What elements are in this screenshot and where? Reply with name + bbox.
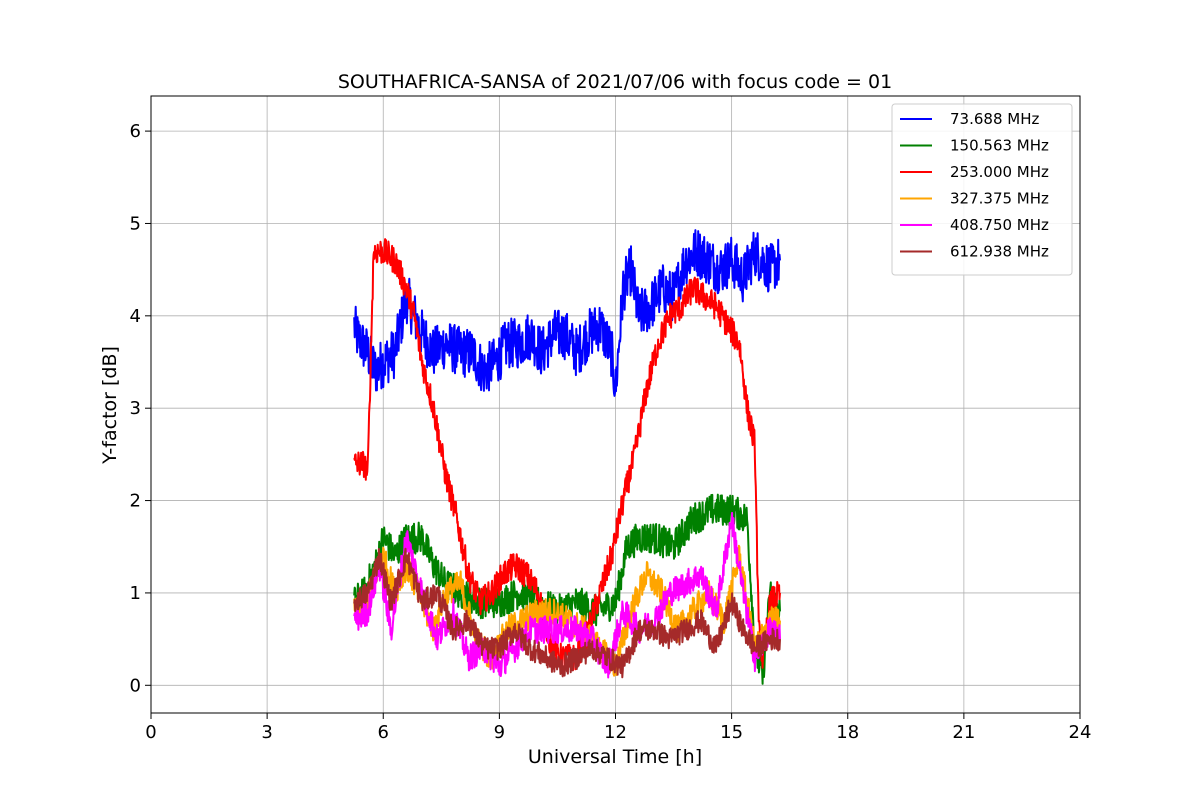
series-line-2 (353, 238, 781, 672)
series-layer (353, 229, 781, 685)
y-tick-label: 1 (130, 583, 141, 604)
series-line-5 (353, 547, 781, 679)
y-tick-label: 0 (130, 675, 141, 696)
y-axis-label: Y-factor [dB] (99, 346, 121, 465)
x-tick-label: 9 (494, 722, 505, 743)
x-tick-label: 12 (604, 722, 627, 743)
x-tick-label: 3 (261, 722, 272, 743)
legend-box (891, 103, 1073, 276)
y-tick-label: 5 (130, 213, 141, 234)
legend: 73.688 MHz 150.563 MHz 253.000 MHz 327.375 … (891, 103, 1073, 276)
legend-label-2: 253.000 MHz (950, 163, 1049, 181)
y-tick-label: 4 (130, 306, 141, 327)
chart-title: SOUTHAFRICA-SANSA of 2021/07/06 with foc… (338, 71, 892, 93)
y-axis: 0 1 2 3 4 5 6 (130, 121, 151, 696)
x-axis: 0 3 6 9 12 15 18 21 24 (145, 713, 1091, 743)
legend-label-1: 150.563 MHz (950, 137, 1049, 155)
y-tick-label: 2 (130, 491, 141, 512)
y-tick-label: 3 (130, 398, 141, 419)
plot-area (353, 229, 781, 685)
x-tick-label: 15 (720, 722, 743, 743)
y-tick-label: 6 (130, 121, 141, 142)
legend-label-0: 73.688 MHz (950, 110, 1039, 128)
x-tick-label: 6 (378, 722, 389, 743)
series-line-0 (353, 229, 781, 397)
legend-label-3: 327.375 MHz (950, 190, 1049, 208)
x-tick-label: 24 (1069, 722, 1092, 743)
x-axis-label: Universal Time [h] (528, 746, 702, 768)
x-tick-label: 0 (145, 722, 156, 743)
x-tick-label: 21 (952, 722, 975, 743)
legend-label-5: 612.938 MHz (950, 243, 1049, 261)
x-tick-label: 18 (836, 722, 859, 743)
series-line-1 (353, 493, 781, 685)
legend-label-4: 408.750 MHz (950, 216, 1049, 234)
